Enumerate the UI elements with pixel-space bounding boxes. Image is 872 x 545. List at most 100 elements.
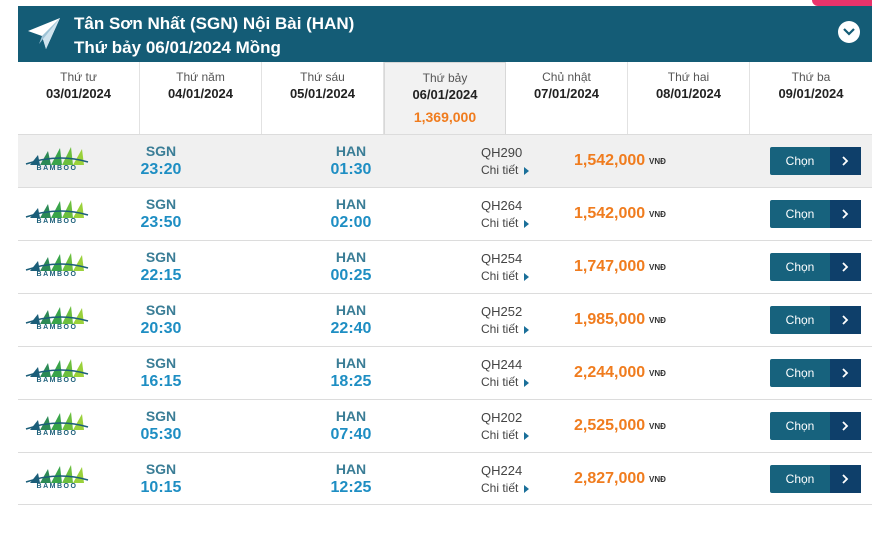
select-flight-button[interactable]: Chọn	[770, 465, 861, 493]
logo-text: BAMBOO	[36, 483, 78, 490]
departure-airport: SGN	[145, 408, 177, 424]
day-tab[interactable]: Thứ năm 04/01/2024	[140, 62, 262, 134]
details-label: Chi tiết	[481, 375, 519, 389]
day-tab[interactable]: Thứ sáu 05/01/2024	[262, 62, 384, 134]
fare-price: 1,747,000	[574, 258, 646, 275]
select-label: Chọn	[785, 207, 815, 221]
select-label: Chọn	[785, 154, 815, 168]
logo-text: BAMBOO	[36, 165, 78, 172]
day-tab[interactable]: Thứ hai 08/01/2024	[628, 62, 750, 134]
departure-airport: SGN	[145, 355, 177, 371]
collapse-toggle-button[interactable]	[838, 21, 860, 43]
day-lowest-price: 1,369,000	[413, 109, 477, 125]
flight-number: QH264	[481, 198, 523, 213]
details-label: Chi tiết	[481, 322, 519, 336]
chevron-down-icon	[843, 23, 855, 41]
day-date: 06/01/2024	[412, 87, 478, 102]
logo-text: BAMBOO	[36, 324, 78, 331]
date-selector: Thứ tư 03/01/2024 Thứ năm 04/01/2024 Thứ…	[18, 62, 872, 134]
paper-plane-icon	[26, 15, 62, 51]
arrival-airport: HAN	[335, 143, 367, 159]
departure-airport: SGN	[145, 461, 177, 477]
departure-time: 23:20	[140, 161, 182, 178]
arrival-airport: HAN	[335, 408, 367, 424]
currency-label: VNĐ	[649, 422, 666, 431]
chevron-right-icon	[830, 359, 861, 387]
fare-price: 1,542,000	[574, 205, 646, 222]
flight-row: BAMBOO SGN 23:50 HAN 02:00 QH264 Chi tiế…	[18, 187, 872, 240]
details-label: Chi tiết	[481, 269, 519, 283]
select-label: Chọn	[785, 366, 815, 380]
triangle-right-icon	[524, 378, 530, 387]
arrival-airport: HAN	[335, 196, 367, 212]
day-tab[interactable]: Thứ tư 03/01/2024	[18, 62, 140, 134]
currency-label: VNĐ	[649, 475, 666, 484]
day-tab[interactable]: Thứ ba 09/01/2024	[750, 62, 872, 134]
flight-row: BAMBOO SGN 05:30 HAN 07:40 QH202 Chi tiế…	[18, 399, 872, 452]
flight-row: BAMBOO SGN 23:20 HAN 01:30 QH290 Chi tiế…	[18, 134, 872, 187]
logo-text: BAMBOO	[36, 271, 78, 278]
day-name: Thứ năm	[176, 70, 225, 84]
select-flight-button[interactable]: Chọn	[770, 306, 861, 334]
fare-price: 1,542,000	[574, 152, 646, 169]
day-tab-selected[interactable]: Thứ bảy 06/01/2024 1,369,000	[384, 62, 506, 134]
bamboo-airways-logo: BAMBOO	[24, 410, 90, 442]
select-label: Chọn	[785, 260, 815, 274]
details-link[interactable]: Chi tiết	[481, 163, 530, 177]
day-name: Thứ sáu	[300, 70, 345, 84]
arrival-time: 07:40	[330, 426, 372, 443]
arrival-time: 12:25	[330, 479, 372, 496]
fare-price: 1,985,000	[574, 311, 646, 328]
triangle-right-icon	[524, 166, 530, 175]
flight-row: BAMBOO SGN 10:15 HAN 12:25 QH224 Chi tiế…	[18, 452, 872, 505]
bamboo-airways-logo: BAMBOO	[24, 145, 90, 177]
select-flight-button[interactable]: Chọn	[770, 412, 861, 440]
currency-label: VNĐ	[649, 263, 666, 272]
chevron-right-icon	[830, 253, 861, 281]
select-flight-button[interactable]: Chọn	[770, 147, 861, 175]
details-label: Chi tiết	[481, 216, 519, 230]
select-label: Chọn	[785, 419, 815, 433]
departure-time: 22:15	[140, 267, 182, 284]
flight-number: QH290	[481, 145, 523, 160]
fare-price: 2,244,000	[574, 364, 646, 381]
flight-number: QH244	[481, 357, 523, 372]
details-label: Chi tiết	[481, 481, 519, 495]
bamboo-airways-logo: BAMBOO	[24, 198, 90, 230]
logo-text: BAMBOO	[36, 218, 78, 225]
arrival-time: 22:40	[330, 320, 372, 337]
details-link[interactable]: Chi tiết	[481, 269, 530, 283]
fare-price: 2,827,000	[574, 470, 646, 487]
details-link[interactable]: Chi tiết	[481, 216, 530, 230]
triangle-right-icon	[524, 219, 530, 228]
day-date: 08/01/2024	[655, 86, 722, 101]
arrival-airport: HAN	[335, 461, 367, 477]
departure-time: 10:15	[140, 479, 182, 496]
day-date: 09/01/2024	[778, 86, 844, 101]
route-header: Tân Sơn Nhất (SGN) Nội Bài (HAN) Thứ bảy…	[18, 6, 872, 62]
chevron-right-icon	[830, 412, 861, 440]
details-link[interactable]: Chi tiết	[481, 322, 530, 336]
bamboo-airways-logo: BAMBOO	[24, 251, 90, 283]
route-title: Tân Sơn Nhất (SGN) Nội Bài (HAN)	[74, 14, 355, 33]
arrival-airport: HAN	[335, 302, 367, 318]
arrival-airport: HAN	[335, 249, 367, 265]
route-date: Thứ bảy 06/01/2024 Mồng	[74, 38, 281, 57]
details-link[interactable]: Chi tiết	[481, 481, 530, 495]
select-flight-button[interactable]: Chọn	[770, 200, 861, 228]
currency-label: VNĐ	[649, 157, 666, 166]
bamboo-airways-logo: BAMBOO	[24, 304, 90, 336]
day-name: Thứ tư	[60, 70, 97, 84]
flight-row: BAMBOO SGN 22:15 HAN 00:25 QH254 Chi tiế…	[18, 240, 872, 293]
departure-time: 23:50	[140, 214, 182, 231]
triangle-right-icon	[524, 325, 530, 334]
triangle-right-icon	[524, 272, 530, 281]
select-flight-button[interactable]: Chọn	[770, 359, 861, 387]
details-link[interactable]: Chi tiết	[481, 375, 530, 389]
select-flight-button[interactable]: Chọn	[770, 253, 861, 281]
arrival-airport: HAN	[335, 355, 367, 371]
details-link[interactable]: Chi tiết	[481, 428, 530, 442]
day-tab[interactable]: Chủ nhật 07/01/2024	[506, 62, 628, 134]
flight-list: BAMBOO SGN 23:20 HAN 01:30 QH290 Chi tiế…	[18, 134, 872, 505]
flight-number: QH224	[481, 463, 523, 478]
